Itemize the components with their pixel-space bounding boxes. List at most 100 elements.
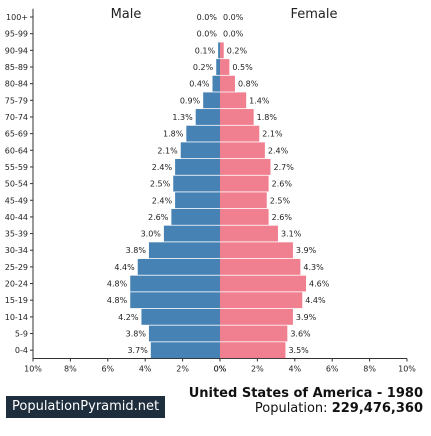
male-bar-5-9: [148, 325, 220, 342]
female-bar-20-24: [220, 275, 307, 292]
female-bar-0-4: [220, 342, 286, 359]
age-group-label: 65-69: [5, 130, 28, 139]
female-value-label: 2.1%: [262, 130, 283, 139]
male-bar-75-79: [203, 92, 220, 109]
male-bar-0-4: [150, 342, 220, 359]
age-group-label: 30-34: [5, 246, 28, 255]
age-group-label: 5-9: [15, 330, 28, 339]
female-value-label: 1.4%: [249, 96, 270, 105]
male-bar-25-29: [137, 258, 220, 275]
male-bar-30-34: [148, 242, 220, 259]
male-bar-80-84: [212, 75, 220, 92]
male-bar-35-39: [163, 225, 220, 242]
male-bar-45-49: [175, 192, 220, 209]
male-value-label: 1.8%: [163, 130, 184, 139]
male-value-label: 0.1%: [195, 46, 216, 55]
male-value-label: 2.4%: [152, 196, 173, 205]
male-bar-15-19: [130, 292, 220, 309]
female-bar-90-94: [220, 42, 224, 59]
male-value-label: 3.7%: [127, 346, 148, 355]
age-group-label: 75-79: [5, 96, 28, 105]
female-bar-30-34: [220, 242, 293, 259]
age-group-label: 60-64: [5, 146, 28, 155]
male-value-label: 0.0%: [197, 13, 218, 22]
female-value-label: 2.5%: [270, 196, 291, 205]
age-group-label: 40-44: [5, 213, 28, 222]
male-value-label: 2.4%: [152, 163, 173, 172]
female-value-label: 3.6%: [290, 330, 311, 339]
female-bar-85-89: [220, 59, 230, 75]
population-pyramid-chart: 3.7% 3.5% 0-4 3.8% 3.6% 5-9 4.2% 3.9% 10-14 4.8% 4…: [5, 7, 417, 374]
x-tick-label-left: 6%: [101, 365, 114, 374]
male-value-label: 2.5%: [150, 180, 171, 189]
female-value-label: 3.9%: [296, 246, 317, 255]
age-group-label: 95-99: [5, 30, 28, 39]
population-label: Population:: [254, 401, 332, 416]
age-group-label: 0-4: [15, 346, 28, 355]
x-tick-label-right: 6%: [326, 365, 339, 374]
population-value: 229,476,360: [331, 401, 423, 416]
male-value-label: 0.0%: [197, 30, 218, 39]
female-value-label: 4.6%: [309, 280, 330, 289]
legend-female: Female: [290, 7, 337, 22]
male-value-label: 2.1%: [157, 146, 178, 155]
female-value-label: 2.6%: [272, 213, 293, 222]
female-value-label: 4.3%: [303, 263, 324, 272]
female-value-label: 2.6%: [272, 180, 293, 189]
female-bar-60-64: [220, 142, 265, 159]
female-bar-65-69: [220, 125, 260, 142]
female-value-label: 3.1%: [281, 230, 302, 239]
female-bar-55-59: [220, 159, 271, 175]
x-tick-label-left: 4%: [139, 365, 152, 374]
x-tick-label-right: 8%: [363, 365, 376, 374]
male-value-label: 3.0%: [141, 230, 162, 239]
female-bar-35-39: [220, 225, 278, 242]
age-group-label: 25-29: [5, 263, 28, 272]
male-bar-10-14: [141, 308, 220, 325]
female-value-label: 2.7%: [273, 163, 294, 172]
male-value-label: 0.4%: [189, 80, 210, 89]
age-group-label: 20-24: [5, 280, 28, 289]
x-tick-label-right: 10%: [398, 365, 416, 374]
female-bar-15-19: [220, 292, 303, 309]
x-tick-label-left: 8%: [64, 365, 77, 374]
male-bar-40-44: [171, 208, 220, 225]
female-bar-25-29: [220, 258, 301, 275]
male-bar-65-69: [186, 125, 220, 142]
female-value-label: 2.4%: [268, 146, 289, 155]
female-value-label: 0.0%: [223, 30, 244, 39]
x-tick-label-left: 0%: [214, 365, 227, 374]
age-group-label: 55-59: [5, 163, 28, 172]
male-bar-70-74: [195, 109, 220, 125]
x-tick-label-left: 2%: [176, 365, 189, 374]
female-bar-5-9: [220, 325, 288, 342]
male-bar-90-94: [218, 42, 220, 59]
female-value-label: 4.4%: [305, 296, 326, 305]
age-group-label: 45-49: [5, 196, 28, 205]
age-group-label: 15-19: [5, 296, 28, 305]
age-group-label: 90-94: [5, 46, 28, 55]
male-value-label: 1.3%: [172, 113, 193, 122]
female-bar-70-74: [220, 109, 254, 125]
population-readout: Population: 229,476,360: [255, 401, 423, 416]
chart-title: United States of America - 1980: [188, 386, 423, 401]
male-value-label: 4.8%: [107, 280, 128, 289]
age-group-label: 10-14: [5, 313, 28, 322]
female-value-label: 0.5%: [232, 63, 253, 72]
female-value-label: 0.2%: [227, 46, 248, 55]
female-bar-10-14: [220, 308, 293, 325]
female-bar-80-84: [220, 75, 235, 92]
age-group-label: 50-54: [5, 180, 28, 189]
age-group-label: 85-89: [5, 63, 28, 72]
female-value-label: 3.5%: [288, 346, 309, 355]
female-bar-50-54: [220, 175, 269, 192]
female-bar-45-49: [220, 192, 267, 209]
female-bar-75-79: [220, 92, 247, 109]
x-tick-label-right: 2%: [251, 365, 264, 374]
age-group-label: 35-39: [5, 230, 28, 239]
male-value-label: 4.8%: [107, 296, 128, 305]
x-tick-label-right: 4%: [288, 365, 301, 374]
female-value-label: 0.0%: [223, 13, 244, 22]
brand-logo[interactable]: PopulationPyramid.net: [6, 396, 166, 418]
male-bar-60-64: [180, 142, 220, 159]
